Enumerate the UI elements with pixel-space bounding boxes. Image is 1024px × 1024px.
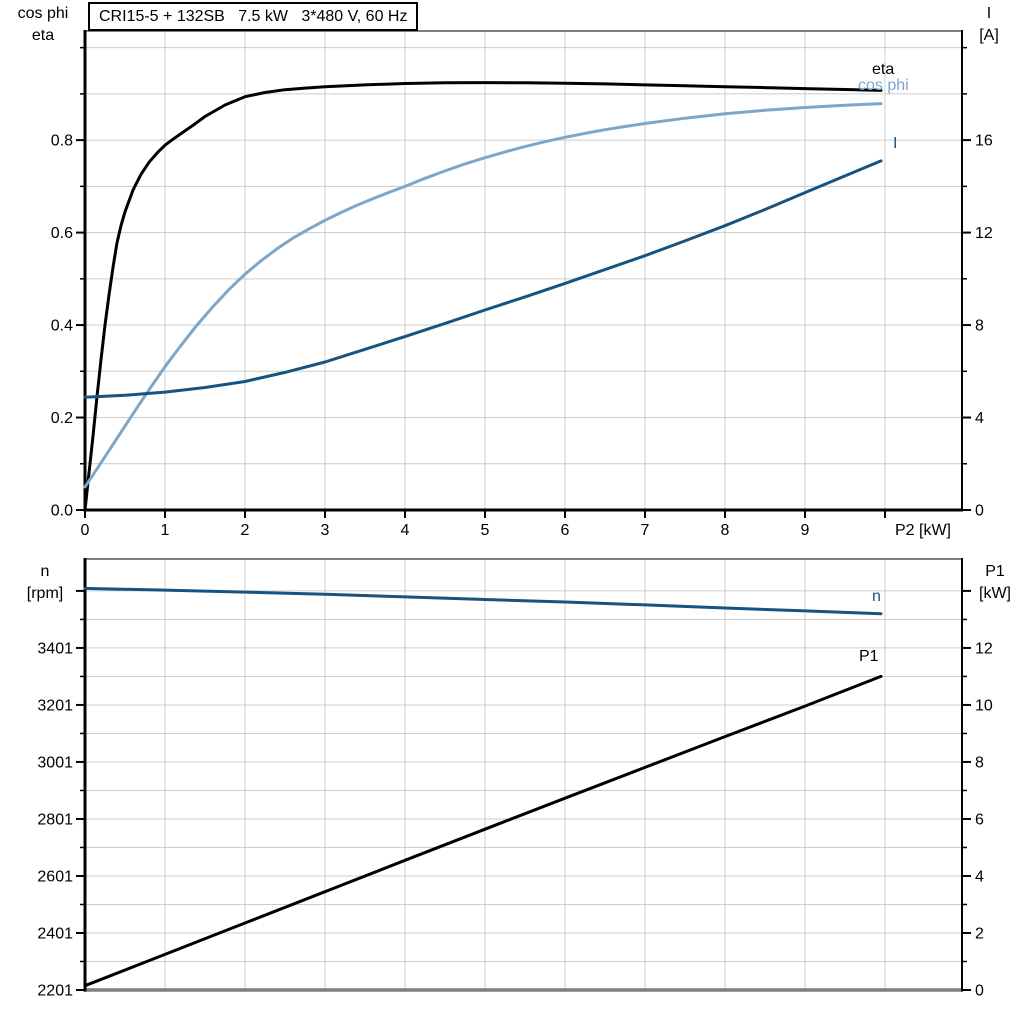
left-tick-label: 0.2 <box>51 410 73 427</box>
right-tick-label: 6 <box>975 811 984 828</box>
gridlines <box>85 559 962 990</box>
right-tick-label: 10 <box>975 697 993 714</box>
left-tick-label: 0.6 <box>51 225 73 242</box>
x-tick-label: 2 <box>241 522 250 539</box>
left-tick-label: 3201 <box>37 697 73 714</box>
title-box: CRI15-5 + 132SB 7.5 kW 3*480 V, 60 Hz <box>88 2 419 31</box>
cos-phi-curve-label: cos phi <box>858 77 909 94</box>
left-tick-label: 0.0 <box>51 503 73 520</box>
current-curve-label: I <box>893 135 898 152</box>
series-n <box>83 586 883 616</box>
bottom-chart: 3401 3201 3001 2801 2601 2401 2201 0 2 4 6 8 10 12 <box>37 558 993 1000</box>
right-tick-label: 0 <box>975 503 984 520</box>
top-right-axis-header: I [A] <box>963 3 1015 47</box>
top-right-axis-header-line1: I <box>986 5 992 22</box>
right-tick-label: 12 <box>975 640 993 657</box>
series-p1 <box>83 674 883 988</box>
x-tick-label: 8 <box>721 522 730 539</box>
x-axis-title: P2 [kW] <box>895 522 951 539</box>
ticks <box>76 589 971 991</box>
gridlines <box>85 31 962 510</box>
left-tick-label: 0.8 <box>51 133 73 150</box>
left-tick-label: 2801 <box>37 811 73 828</box>
frame <box>83 30 963 512</box>
x-tick-label: 7 <box>641 522 650 539</box>
left-tick-label: 0.4 <box>51 318 73 335</box>
left-tick-label: 3401 <box>37 640 73 657</box>
bottom-left-axis-header: n [rpm] <box>8 561 82 605</box>
x-tick-label: 1 <box>161 522 170 539</box>
right-tick-label: 12 <box>975 225 993 242</box>
bottom-left-axis-header-line2: [rpm] <box>26 585 64 602</box>
right-tick-label: 8 <box>975 754 984 771</box>
x-tick-label: 6 <box>561 522 570 539</box>
x-tick-label: 9 <box>801 522 810 539</box>
top-left-axis-header: cos phi eta <box>6 3 80 47</box>
right-tick-label: 16 <box>975 133 993 150</box>
x-tick-label: 0 <box>81 522 90 539</box>
top-left-axis-header-line1: cos phi <box>17 5 69 22</box>
bottom-left-axis-header-line1: n <box>40 563 50 580</box>
right-tick-label: 2 <box>975 925 984 942</box>
left-tick-label: 2401 <box>37 925 73 942</box>
bottom-right-axis-header-line1: P1 <box>985 563 1005 580</box>
series-eta <box>83 81 883 512</box>
left-tick-label: 2601 <box>37 868 73 885</box>
top-left-axis-header-line2: eta <box>31 27 55 44</box>
frame <box>83 558 963 992</box>
right-tick-label: 4 <box>975 410 984 427</box>
series-cos-phi <box>83 102 883 489</box>
right-tick-label: 8 <box>975 318 984 335</box>
series-current <box>83 159 883 399</box>
bottom-right-axis-header: P1 [kW] <box>969 561 1021 605</box>
p1-curve-label: P1 <box>859 648 879 665</box>
x-tick-label: 4 <box>401 522 410 539</box>
right-tick-label: 4 <box>975 868 984 885</box>
x-tick-label: 3 <box>321 522 330 539</box>
ticks <box>76 46 971 518</box>
left-tick-label: 3001 <box>37 754 73 771</box>
bottom-right-axis-header-line2: [kW] <box>979 585 1011 602</box>
right-tick-label: 0 <box>975 983 984 1000</box>
top-right-axis-header-line2: [A] <box>979 27 999 44</box>
eta-curve-label: eta <box>872 61 895 78</box>
speed-curve-label: n <box>872 588 881 605</box>
left-tick-label: 2201 <box>37 983 73 1000</box>
tick-labels: 3401 3201 3001 2801 2601 2401 2201 0 2 4 6 8 10 12 <box>37 640 992 999</box>
x-tick-label: 5 <box>481 522 490 539</box>
